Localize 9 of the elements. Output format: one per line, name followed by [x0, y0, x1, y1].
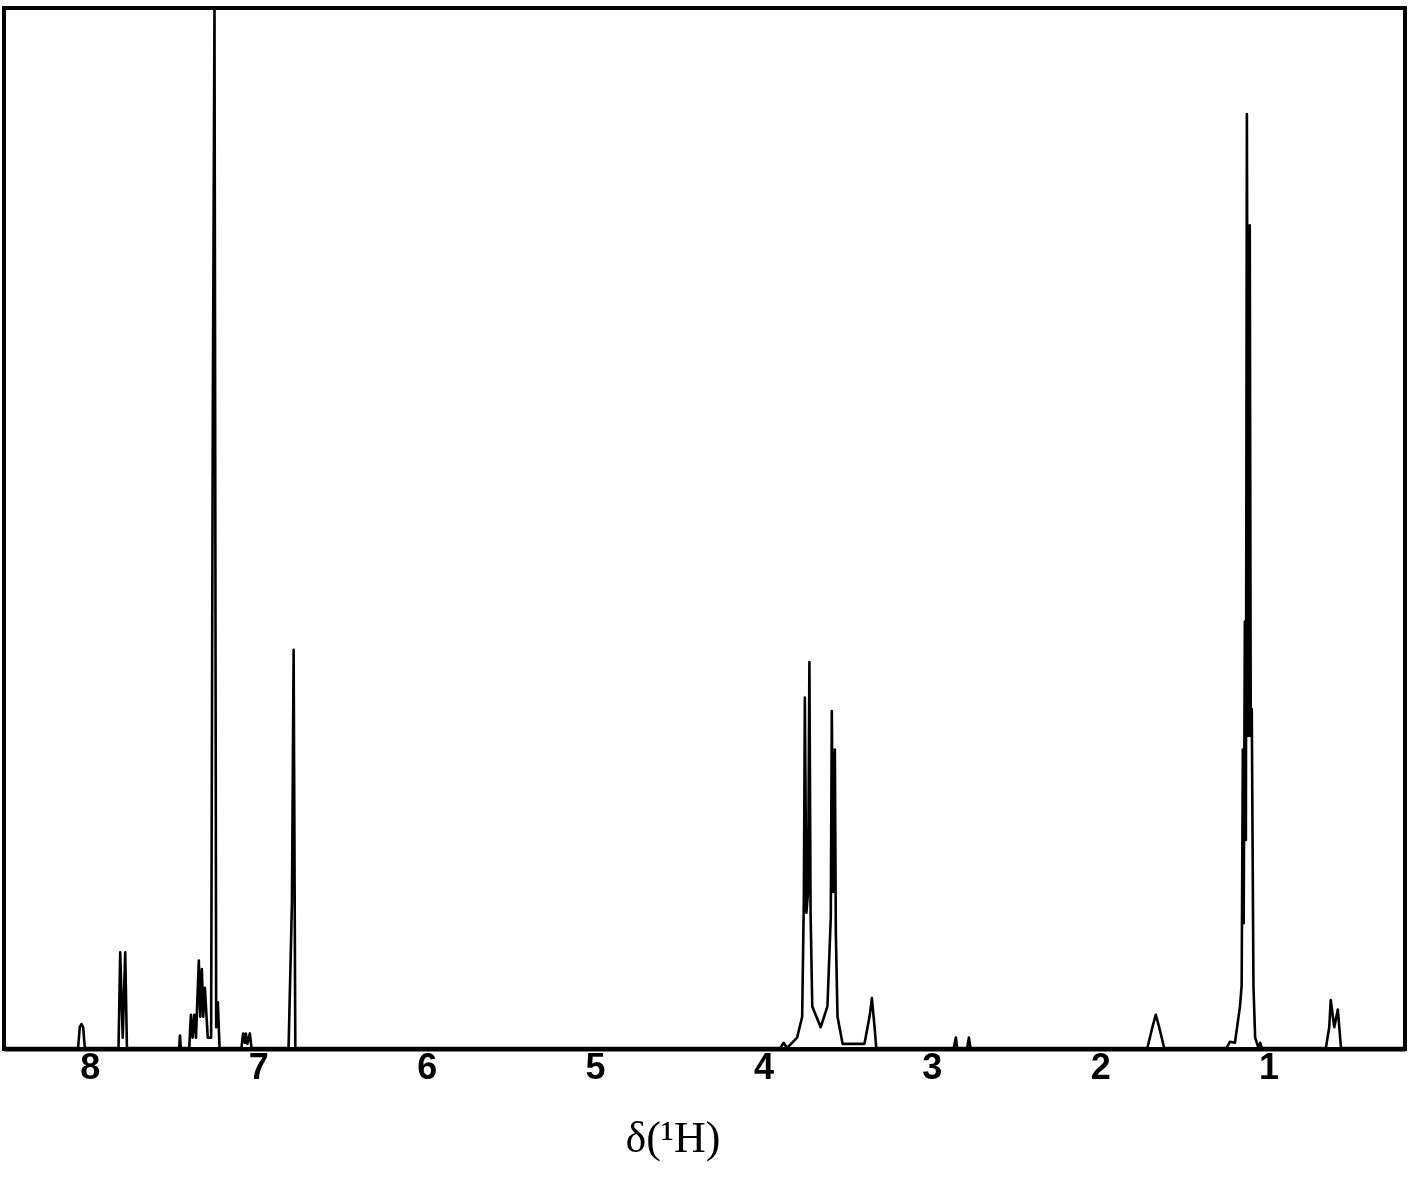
x-tick-label: 8 [80, 1045, 101, 1087]
x-tick-label: 5 [585, 1045, 606, 1087]
x-axis-title: δ(¹H) [625, 1113, 721, 1162]
x-tick-label: 2 [1090, 1045, 1111, 1087]
x-tick-label: 3 [922, 1045, 943, 1087]
x-tick-label: 1 [1259, 1045, 1280, 1087]
x-tick-label: 7 [248, 1045, 269, 1087]
x-tick-label: 4 [753, 1045, 774, 1087]
x-tick-label: 6 [417, 1045, 438, 1087]
